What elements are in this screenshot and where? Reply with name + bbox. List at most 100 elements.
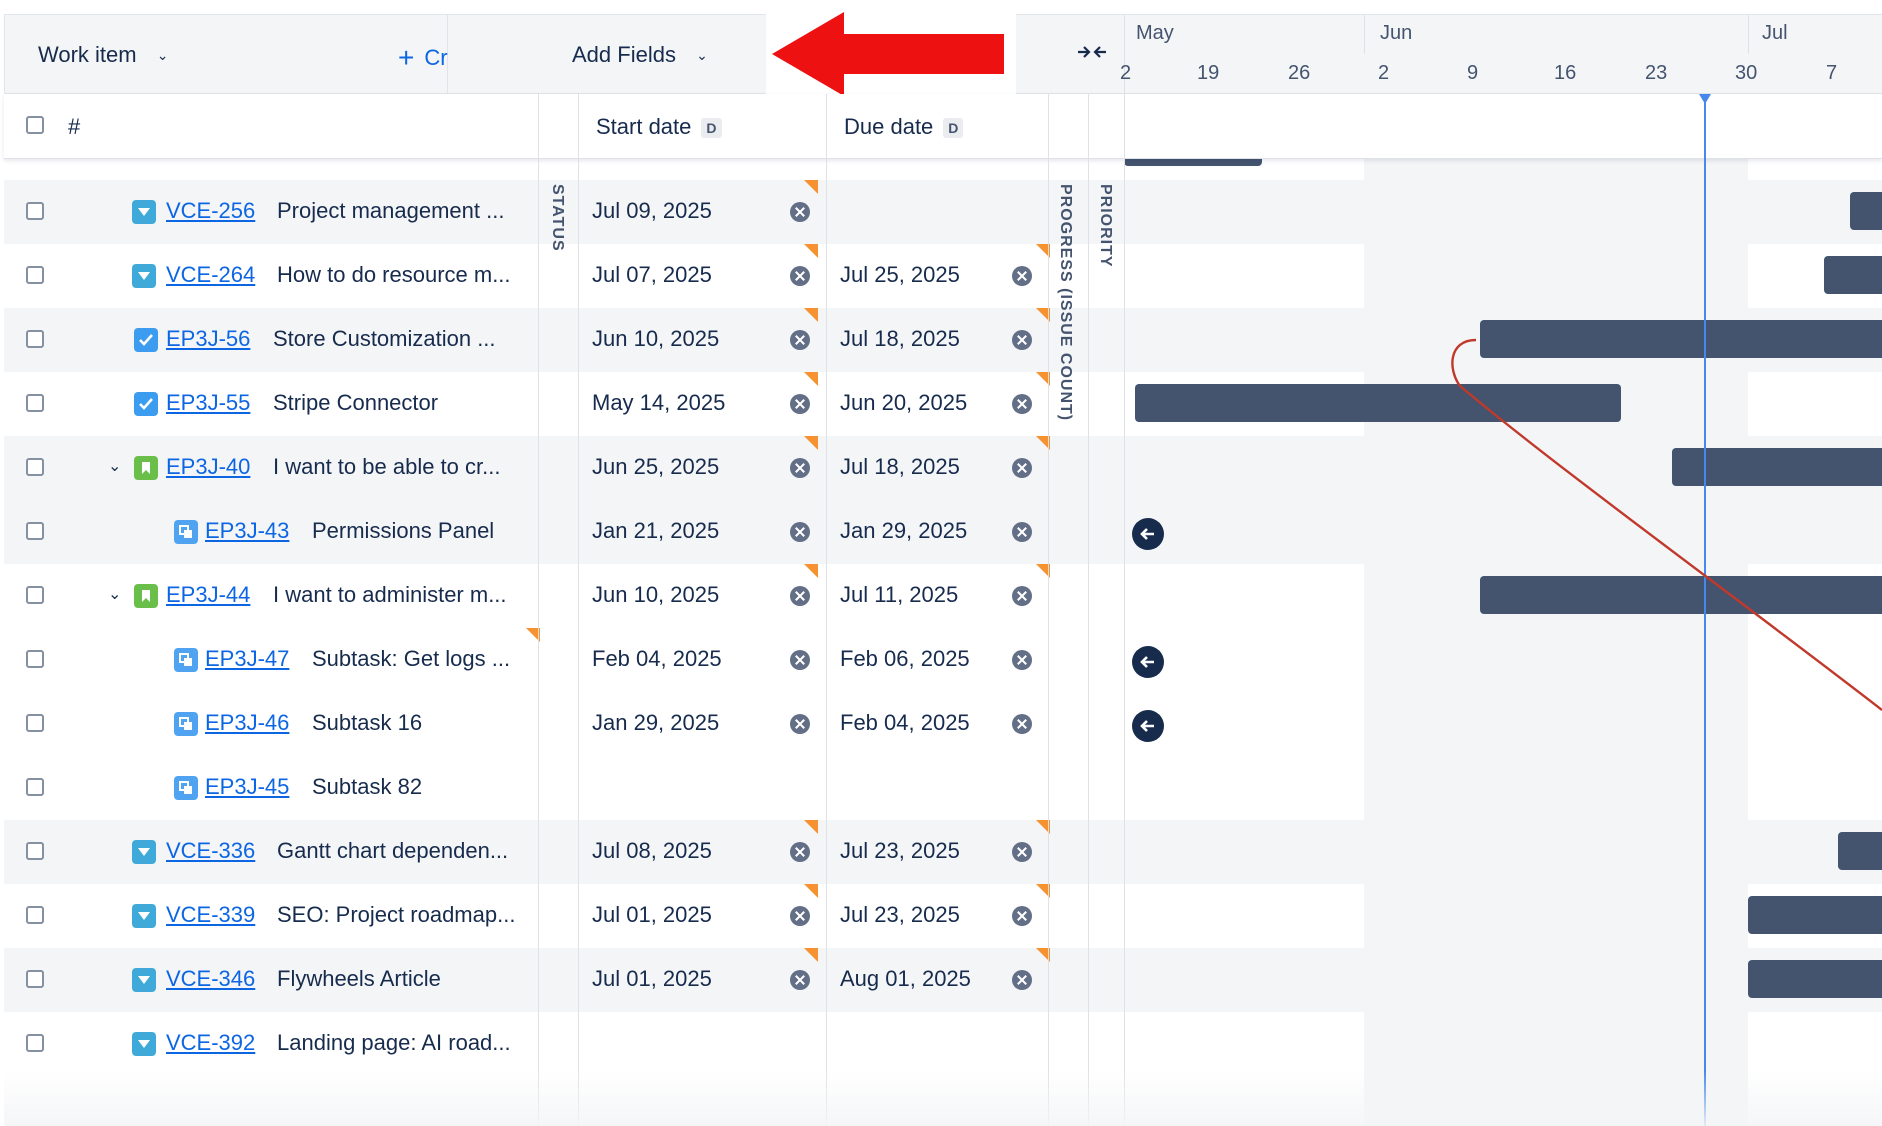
clear-date-icon[interactable] (790, 330, 810, 350)
table-row[interactable]: EP3J-45 Subtask 82 (4, 756, 1882, 820)
clear-date-icon[interactable] (790, 586, 810, 606)
work-item-key[interactable]: EP3J-43 (205, 518, 290, 543)
work-item-key[interactable]: VCE-339 (166, 902, 256, 927)
work-item-summary[interactable]: Flywheels Article (277, 966, 441, 991)
work-item-summary[interactable]: SEO: Project roadmap... (277, 902, 516, 927)
start-date-value[interactable]: Jul 09, 2025 (592, 198, 712, 223)
work-item-summary[interactable]: Permissions Panel (312, 518, 495, 543)
clear-date-icon[interactable] (1012, 330, 1032, 350)
clear-date-icon[interactable] (790, 266, 810, 286)
clear-date-icon[interactable] (790, 522, 810, 542)
clear-date-icon[interactable] (790, 202, 810, 222)
work-item-key[interactable]: VCE-346 (166, 966, 256, 991)
start-date-value[interactable]: Jul 01, 2025 (592, 966, 712, 991)
table-row[interactable]: ⌄ EP3J-40 I want to be able to cr... Jun… (4, 436, 1882, 500)
row-checkbox[interactable] (26, 906, 44, 924)
start-date-value[interactable]: Jun 10, 2025 (592, 582, 720, 607)
row-checkbox[interactable] (26, 1034, 44, 1052)
scroll-to-bar-button[interactable] (1132, 710, 1164, 742)
work-item-key[interactable]: EP3J-44 (166, 582, 251, 607)
due-date-value[interactable]: Jul 25, 2025 (840, 262, 960, 287)
row-checkbox[interactable] (26, 650, 44, 668)
work-item-dropdown[interactable]: Work item ⌄ (38, 42, 168, 68)
work-item-summary[interactable]: Stripe Connector (273, 390, 439, 415)
row-checkbox[interactable] (26, 714, 44, 732)
start-date-value[interactable]: Jun 10, 2025 (592, 326, 720, 351)
clear-date-icon[interactable] (790, 394, 810, 414)
scroll-to-bar-button[interactable] (1132, 518, 1164, 550)
gantt-bar[interactable] (1748, 896, 1882, 934)
row-checkbox[interactable] (26, 458, 44, 476)
work-item-key[interactable]: VCE-264 (166, 262, 256, 287)
clear-date-icon[interactable] (1012, 586, 1032, 606)
progress-column-header[interactable]: PROGRESS (ISSUE COUNT) (1057, 184, 1074, 422)
gantt-bar[interactable] (1480, 576, 1882, 614)
work-item-key[interactable]: EP3J-40 (166, 454, 251, 479)
due-date-value[interactable]: Jul 18, 2025 (840, 326, 960, 351)
row-checkbox[interactable] (26, 586, 44, 604)
gantt-bar[interactable] (1135, 384, 1621, 422)
due-date-value[interactable]: Jan 29, 2025 (840, 518, 968, 543)
dependency-line[interactable] (1440, 330, 1882, 730)
clear-date-icon[interactable] (1012, 970, 1032, 990)
table-row[interactable]: EP3J-56 Store Customization ... Jun 10, … (4, 308, 1882, 372)
clear-date-icon[interactable] (1012, 394, 1032, 414)
table-row[interactable]: VCE-392 Landing page: AI road... (4, 1012, 1882, 1076)
row-checkbox[interactable] (26, 394, 44, 412)
due-date-value[interactable]: Jul 23, 2025 (840, 838, 960, 863)
work-item-summary[interactable]: Subtask: Get logs ... (312, 646, 511, 671)
clear-date-icon[interactable] (790, 970, 810, 990)
row-checkbox[interactable] (26, 842, 44, 860)
gantt-bar[interactable] (1850, 192, 1882, 230)
table-row[interactable]: VCE-264 How to do resource m... Jul 07, … (4, 244, 1882, 308)
start-date-value[interactable]: Jul 08, 2025 (592, 838, 712, 863)
status-column-header[interactable]: STATUS (549, 184, 566, 252)
clear-date-icon[interactable] (1012, 906, 1032, 926)
work-item-summary[interactable]: How to do resource m... (277, 262, 511, 287)
clear-date-icon[interactable] (790, 906, 810, 926)
table-row[interactable]: ⌄ EP3J-44 I want to administer m... Jun … (4, 564, 1882, 628)
scroll-to-bar-button[interactable] (1132, 646, 1164, 678)
start-date-value[interactable]: Jan 21, 2025 (592, 518, 720, 543)
work-item-summary[interactable]: I want to administer m... (273, 582, 507, 607)
due-date-value[interactable]: Feb 06, 2025 (840, 646, 970, 671)
row-checkbox[interactable] (26, 778, 44, 796)
clear-date-icon[interactable] (1012, 522, 1032, 542)
work-item-key[interactable]: VCE-336 (166, 838, 256, 863)
clear-date-icon[interactable] (790, 842, 810, 862)
start-date-column-header[interactable]: Start date D (596, 114, 722, 140)
collapse-icon[interactable] (1076, 40, 1108, 64)
clear-date-icon[interactable] (1012, 266, 1032, 286)
work-item-key[interactable]: EP3J-55 (166, 390, 251, 415)
priority-column-header[interactable]: PRIORITY (1097, 184, 1114, 268)
due-date-column-header[interactable]: Due date D (844, 114, 964, 140)
due-date-value[interactable]: Jul 23, 2025 (840, 902, 960, 927)
row-checkbox[interactable] (26, 330, 44, 348)
chevron-down-icon[interactable]: ⌄ (108, 458, 122, 475)
clear-date-icon[interactable] (1012, 650, 1032, 670)
table-row[interactable]: VCE-336 Gantt chart dependen... Jul 08, … (4, 820, 1882, 884)
start-date-value[interactable]: May 14, 2025 (592, 390, 726, 415)
gantt-bar[interactable] (1838, 832, 1882, 870)
work-item-key[interactable]: VCE-256 (166, 198, 256, 223)
work-item-key[interactable]: EP3J-46 (205, 710, 290, 735)
work-item-summary[interactable]: Subtask 16 (312, 710, 423, 735)
clear-date-icon[interactable] (1012, 714, 1032, 734)
start-date-value[interactable]: Jan 29, 2025 (592, 710, 720, 735)
work-item-summary[interactable]: Gantt chart dependen... (277, 838, 509, 863)
start-date-value[interactable]: Feb 04, 2025 (592, 646, 722, 671)
work-item-key[interactable]: EP3J-56 (166, 326, 251, 351)
select-all-checkbox[interactable] (26, 116, 44, 134)
clear-date-icon[interactable] (1012, 842, 1032, 862)
gantt-bar[interactable] (1480, 320, 1882, 358)
start-date-value[interactable]: Jun 25, 2025 (592, 454, 720, 479)
add-fields-button[interactable]: Add Fields ⌄ (572, 42, 708, 68)
work-item-summary[interactable]: Subtask 82 (312, 774, 423, 799)
due-date-value[interactable]: Aug 01, 2025 (840, 966, 971, 991)
table-row[interactable]: VCE-256 Project management ... Jul 09, 2… (4, 180, 1882, 244)
due-date-value[interactable]: Feb 04, 2025 (840, 710, 970, 735)
table-row[interactable]: VCE-346 Flywheels Article Jul 01, 2025 A… (4, 948, 1882, 1012)
due-date-value[interactable]: Jul 11, 2025 (840, 582, 959, 607)
work-item-key[interactable]: EP3J-45 (205, 774, 290, 799)
chevron-down-icon[interactable]: ⌄ (108, 586, 122, 603)
